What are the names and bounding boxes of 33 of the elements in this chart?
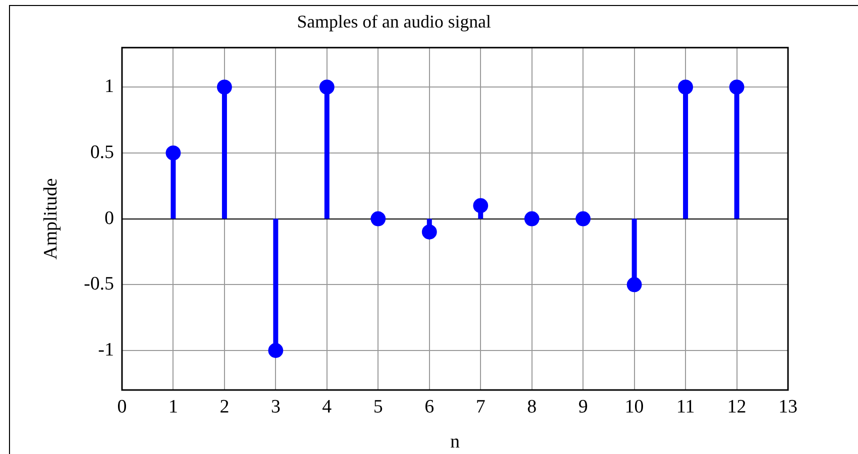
point	[626, 277, 642, 292]
point	[370, 211, 386, 226]
point	[473, 198, 488, 214]
x-tick-label: 2	[220, 396, 230, 418]
x-tick-label: 4	[322, 396, 332, 418]
x-tick-label: 5	[373, 396, 383, 418]
y-tick-label: 1	[104, 76, 114, 98]
point	[576, 211, 591, 226]
x-axis-title: n	[450, 432, 460, 453]
y-tick-label: -1	[98, 339, 114, 360]
point	[422, 224, 437, 240]
y-tick-label: 0.5	[90, 142, 114, 163]
x-tick-label: 11	[676, 396, 695, 418]
point	[524, 211, 540, 226]
y-tick-label: -0.5	[84, 274, 114, 295]
point	[166, 145, 181, 160]
x-tick-label: 10	[624, 396, 644, 418]
x-tick-label: 3	[270, 396, 280, 418]
point	[268, 342, 284, 358]
y-axis-title: Amplitude	[40, 178, 62, 260]
point	[678, 80, 694, 95]
point	[729, 80, 744, 95]
x-tick-label: 6	[424, 396, 434, 418]
x-tick-label: 1	[168, 396, 178, 418]
x-tick-label: 8	[527, 396, 537, 418]
y-tick-label: 0	[104, 208, 114, 229]
chart-title: Samples of an audio signal	[297, 12, 491, 32]
point	[216, 80, 232, 95]
point	[319, 80, 334, 95]
x-tick-label: 12	[727, 396, 746, 418]
x-tick-label: 7	[476, 396, 486, 418]
x-tick-label: 9	[578, 396, 588, 418]
x-tick-label: 13	[778, 396, 798, 418]
